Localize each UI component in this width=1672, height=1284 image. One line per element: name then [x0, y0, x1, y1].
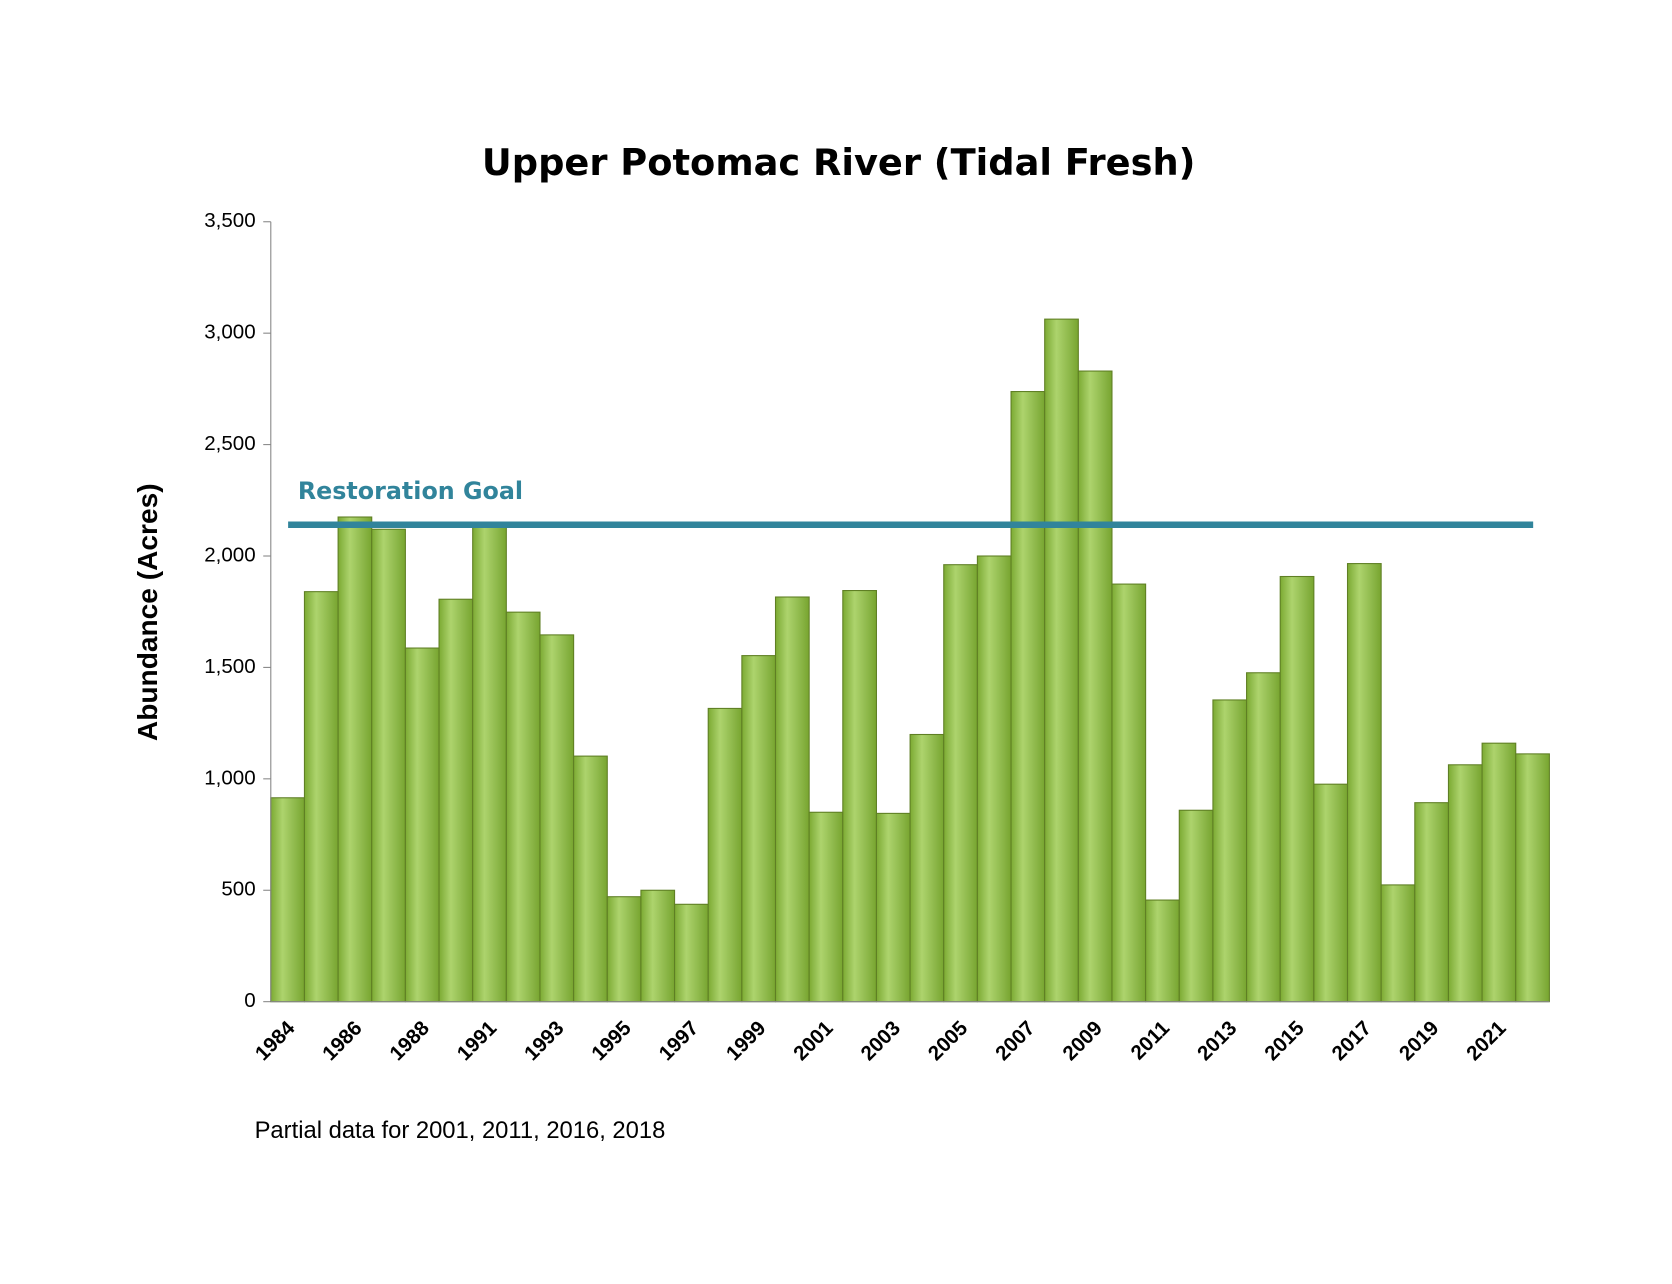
y-tick-label: 2,500 [204, 432, 255, 455]
x-tick-label: 1984 [251, 1016, 300, 1065]
footnote: Partial data for 2001, 2011, 2016, 2018 [255, 1117, 666, 1144]
y-tick-label: 1,500 [204, 655, 255, 678]
x-tick-label: 2007 [991, 1017, 1040, 1066]
bar [774, 596, 810, 1003]
x-tick-label: 2013 [1193, 1017, 1242, 1066]
bar [1010, 391, 1046, 1003]
bar [1212, 699, 1248, 1003]
bar [741, 655, 777, 1003]
x-tick-label: 1999 [722, 1017, 771, 1066]
y-tick-label: 3,000 [204, 321, 255, 344]
x-tick-label: 2015 [1260, 1017, 1309, 1066]
x-tick-label: 2001 [789, 1017, 838, 1066]
bar [371, 528, 406, 1003]
x-tick-label: 2005 [924, 1017, 973, 1066]
bar [606, 896, 642, 1003]
y-tick-label: 2,000 [204, 543, 255, 566]
y-tick-label: 0 [244, 989, 255, 1012]
x-tick-label: 2021 [1462, 1017, 1511, 1066]
bar [1481, 742, 1517, 1003]
bar [842, 590, 877, 1003]
bar [1178, 809, 1214, 1003]
x-tick-label: 1997 [654, 1017, 703, 1066]
bar [1447, 764, 1483, 1003]
y-tick-label: 500 [221, 878, 255, 901]
bar [1246, 672, 1281, 1003]
bar [909, 733, 945, 1003]
y-tick-label: 1,000 [204, 766, 255, 789]
x-tick-label: 1991 [453, 1017, 502, 1066]
x-tick-label: 1986 [318, 1017, 367, 1066]
x-tick-label: 2019 [1395, 1017, 1444, 1066]
bar [505, 611, 541, 1003]
bar [270, 797, 305, 1003]
x-tick-label: 1988 [385, 1017, 434, 1066]
bar [1279, 575, 1315, 1003]
bar [1077, 370, 1113, 1003]
bar [976, 555, 1012, 1003]
x-tick-label: 2017 [1327, 1017, 1376, 1066]
bar [640, 889, 676, 1003]
bar [1044, 318, 1079, 1003]
x-tick-label: 1995 [587, 1017, 636, 1066]
bar [875, 812, 911, 1003]
bar [1346, 563, 1382, 1003]
y-tick-label: 3,500 [204, 209, 255, 232]
bar [1145, 899, 1180, 1003]
bar [539, 634, 575, 1003]
bar [303, 591, 339, 1003]
bar [438, 598, 474, 1003]
x-tick-label: 2011 [1126, 1017, 1174, 1065]
goal-label: Restoration Goal [298, 477, 523, 505]
bar [674, 903, 709, 1003]
y-axis-title: Abundance (Acres) [132, 483, 163, 741]
bar [808, 811, 844, 1003]
bar [1313, 783, 1349, 1003]
bar [1414, 802, 1449, 1003]
x-tick-label: 2003 [856, 1017, 905, 1066]
bar [1111, 583, 1147, 1003]
chart-title: Upper Potomac River (Tidal Fresh) [482, 141, 1196, 184]
bar [707, 707, 743, 1003]
bar [573, 755, 608, 1003]
bar [1515, 753, 1550, 1003]
bar [337, 516, 373, 1003]
bar [404, 647, 440, 1003]
bar [943, 564, 978, 1003]
bar [1380, 884, 1416, 1003]
x-tick-label: 2009 [1058, 1017, 1107, 1066]
bar [472, 526, 507, 1003]
x-tick-label: 1993 [520, 1017, 569, 1066]
